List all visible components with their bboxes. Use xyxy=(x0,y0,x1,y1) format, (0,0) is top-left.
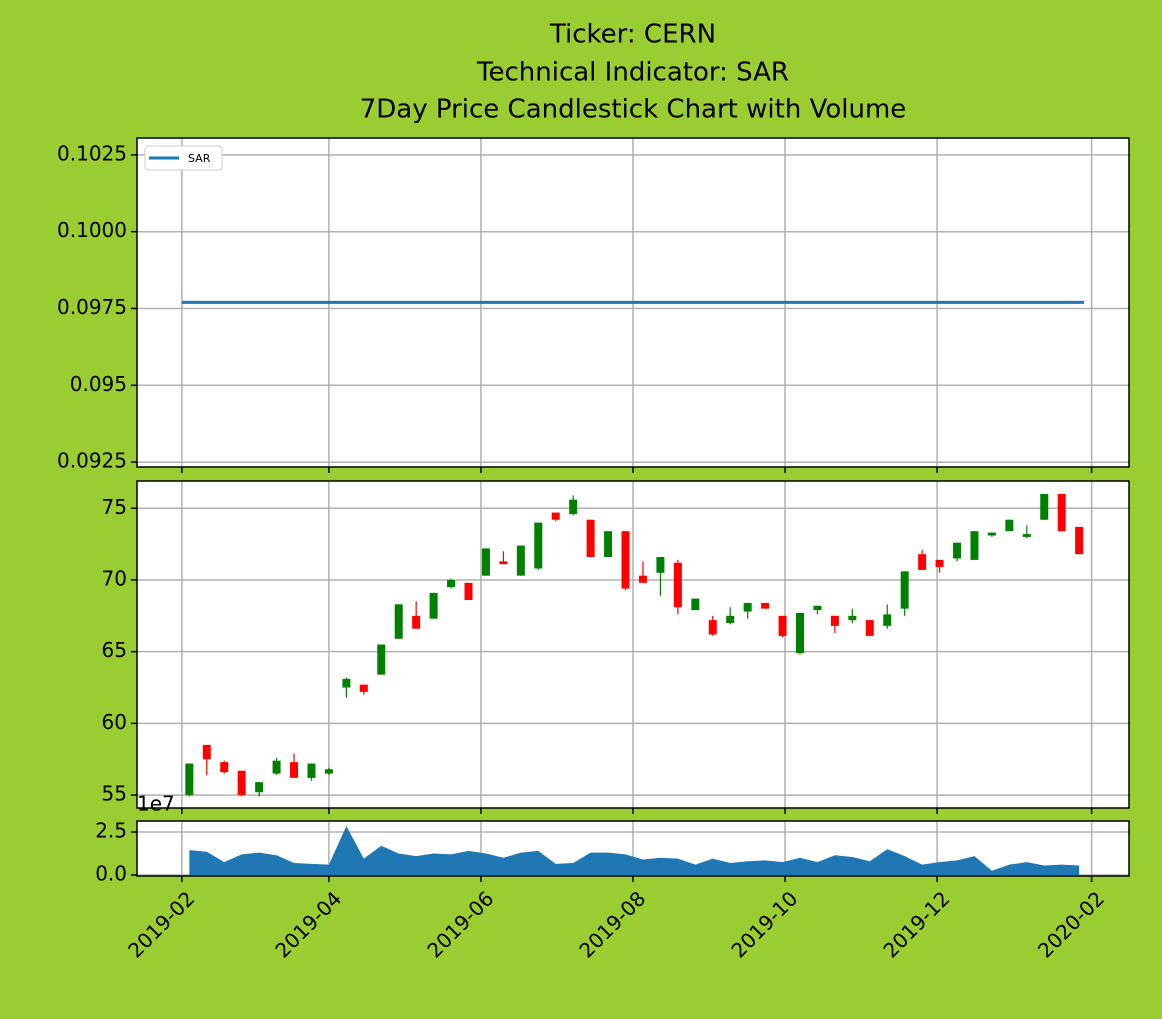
candle-body xyxy=(429,592,438,619)
plot-frame xyxy=(136,480,1130,809)
candle-body xyxy=(272,760,281,774)
candle-body xyxy=(970,531,979,560)
candle-body xyxy=(1040,493,1049,520)
candle-body xyxy=(394,604,403,639)
candle-body xyxy=(499,561,508,565)
candle-body xyxy=(412,615,421,629)
x-tick-label: 2019-12 xyxy=(878,886,954,962)
legend-label: SAR xyxy=(188,152,211,165)
y-tick-label: 60 xyxy=(102,710,127,734)
candle-body xyxy=(900,571,909,609)
candle-body xyxy=(551,512,560,520)
candle-body xyxy=(918,554,927,570)
candle-body xyxy=(865,620,874,636)
candle-body xyxy=(1022,534,1031,537)
candle-body xyxy=(656,557,665,573)
candle-body xyxy=(621,531,630,589)
plot-frame xyxy=(136,820,1130,877)
plot-frame xyxy=(136,137,1130,468)
candle-body xyxy=(778,615,787,636)
x-tick-label: 2019-04 xyxy=(270,886,346,962)
candle-body xyxy=(935,559,944,568)
candle-body xyxy=(953,542,962,559)
candle-body xyxy=(534,522,543,569)
y-tick-label: 0.0925 xyxy=(57,449,127,473)
candle-body xyxy=(1075,526,1084,555)
y-tick-label: 0.1025 xyxy=(57,141,127,165)
candle-body xyxy=(255,782,264,793)
candle-body xyxy=(307,763,316,778)
candle-body xyxy=(708,620,717,635)
candle-body xyxy=(586,519,595,558)
candle-body xyxy=(795,612,804,654)
candle-body xyxy=(726,615,735,623)
candle-body xyxy=(743,602,752,612)
legend-box xyxy=(144,145,223,171)
candle-body xyxy=(342,678,351,688)
candle-body xyxy=(516,545,525,576)
y-tick-label: 0.1000 xyxy=(57,218,127,242)
x-tick-label: 2020-02 xyxy=(1033,886,1109,962)
candle-body xyxy=(813,605,822,611)
title-line: 7Day Price Candlestick Chart with Volume xyxy=(360,95,907,125)
candle-body xyxy=(377,644,386,675)
candle-body xyxy=(290,762,299,778)
candle-body xyxy=(1057,493,1066,532)
candle-body xyxy=(638,575,647,583)
y-tick-label: 2.5 xyxy=(95,819,127,843)
candle-body xyxy=(761,602,770,609)
y-tick-label: 0.095 xyxy=(70,372,127,396)
candle-body xyxy=(987,532,996,536)
axis-offset: 1e7 xyxy=(137,792,175,816)
candle-body xyxy=(359,684,368,692)
x-tick-label: 2019-02 xyxy=(123,886,199,962)
candle-body xyxy=(220,762,229,773)
candle-body xyxy=(691,598,700,611)
candle-body xyxy=(324,769,333,774)
candle-body xyxy=(202,744,211,760)
y-tick-label: 0.0975 xyxy=(57,295,127,319)
candle-body xyxy=(464,582,473,601)
candle-body xyxy=(237,770,246,796)
title-line: Ticker: CERN xyxy=(549,20,716,50)
candle-body xyxy=(481,548,490,576)
x-tick-label: 2019-08 xyxy=(574,886,650,962)
volume-area xyxy=(189,825,1080,876)
y-tick-label: 75 xyxy=(102,495,127,519)
candle-body xyxy=(604,531,613,558)
y-tick-label: 55 xyxy=(102,782,127,806)
candle-body xyxy=(848,615,857,621)
y-tick-label: 70 xyxy=(102,566,127,590)
candle-body xyxy=(569,499,578,514)
candle-body xyxy=(447,579,456,588)
x-tick-label: 2019-10 xyxy=(726,886,802,962)
title-line: Technical Indicator: SAR xyxy=(476,58,789,88)
candle-body xyxy=(883,614,892,626)
x-tick-label: 2019-06 xyxy=(422,886,498,962)
y-tick-label: 0.0 xyxy=(95,862,127,886)
candle-body xyxy=(673,562,682,608)
candle-body xyxy=(1005,519,1014,532)
y-tick-label: 65 xyxy=(102,638,127,662)
candle-body xyxy=(185,763,194,796)
candle-body xyxy=(830,615,839,626)
